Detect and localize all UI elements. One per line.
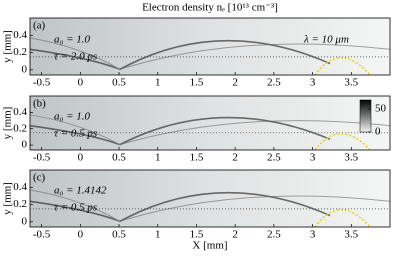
density-map [30, 170, 390, 227]
panel-label: (a) [33, 20, 46, 32]
x-tick-label: 3.5 [344, 77, 358, 89]
colorbar [359, 99, 372, 133]
y-tick-label: 0 [22, 215, 28, 227]
x-tick-label: 2 [232, 77, 238, 89]
y-axis-label: y [mm] [2, 107, 14, 140]
x-tick-label: 1.5 [190, 152, 204, 164]
y-tick-label: 0.2 [13, 198, 27, 210]
laser-profile [314, 209, 371, 228]
x-tick-label: 3 [310, 77, 316, 89]
annotation: a₀ = 1.4142 [54, 185, 107, 197]
x-tick-label: 2 [232, 229, 238, 241]
x-tick-label: 2.5 [267, 77, 281, 89]
x-tick-label: 0.5 [112, 77, 126, 89]
y-tick-label: 0 [22, 63, 28, 75]
annotation: τ = 2.0 ps [54, 51, 97, 63]
x-tick-label: 3 [310, 152, 316, 164]
density-structure [119, 195, 391, 222]
annotation: a₀ = 1.0 [54, 34, 90, 46]
x-tick-label: 3 [310, 229, 316, 241]
x-axis-label: X [mm] [192, 240, 227, 252]
plot-frame [29, 169, 391, 228]
density-structure [29, 37, 121, 70]
annotation: τ = 0.5 ps [54, 128, 97, 140]
y-axis-label: y [mm] [2, 182, 14, 215]
y-tick-label: 0.2 [13, 122, 27, 134]
x-tick-label: 1 [155, 77, 161, 89]
y-tick-label: 0.4 [13, 29, 27, 41]
x-tick-label: 0 [78, 152, 84, 164]
annotation: a₀ = 1.0 [54, 111, 90, 123]
x-tick-label: 2.5 [267, 229, 281, 241]
x-tick-label: -0.5 [33, 229, 51, 241]
density-structure [29, 114, 121, 145]
y-tick-label: 0.2 [13, 46, 27, 58]
x-tick-label: -0.5 [33, 77, 51, 89]
density-structure [119, 43, 391, 70]
colorbar-tick-label: 0 [375, 126, 381, 138]
density-map [30, 96, 390, 150]
x-tick-label: 1 [155, 229, 161, 241]
colorbar-tick-label: 50 [375, 103, 387, 115]
density-structure [29, 40, 331, 71]
x-tick-label: 1.5 [190, 229, 204, 241]
laser-profile [314, 57, 371, 76]
density-structure [29, 192, 331, 223]
plot-frame [29, 95, 391, 151]
panel-label: (b) [33, 98, 46, 110]
x-tick-label: 3.5 [344, 229, 358, 241]
density-map [30, 18, 390, 75]
x-tick-label: 2 [232, 152, 238, 164]
density-structure [29, 116, 331, 146]
x-tick-label: 0 [78, 77, 84, 89]
x-tick-label: 1.5 [190, 77, 204, 89]
x-tick-label: 1 [155, 152, 161, 164]
panel-label: (c) [33, 172, 46, 184]
x-tick-label: 0.5 [112, 229, 126, 241]
plot-frame [29, 17, 391, 76]
density-structure [119, 120, 391, 146]
annotation: τ = 0.5 ps [54, 202, 97, 214]
density-structure [29, 189, 121, 222]
y-axis-label: y [mm] [2, 30, 14, 63]
annotation: λ = 10 μm [303, 34, 349, 46]
y-tick-label: 0.4 [13, 106, 27, 118]
y-tick-label: 0.4 [13, 181, 27, 193]
x-tick-label: 0.5 [112, 152, 126, 164]
y-tick-label: 0 [22, 139, 28, 151]
chart-title: Electron density nₑ [10¹³ cm⁻³] [142, 2, 278, 14]
x-tick-label: -0.5 [33, 152, 51, 164]
x-tick-label: 2.5 [267, 152, 281, 164]
x-tick-label: 3.5 [344, 152, 358, 164]
x-tick-label: 0 [78, 229, 84, 241]
